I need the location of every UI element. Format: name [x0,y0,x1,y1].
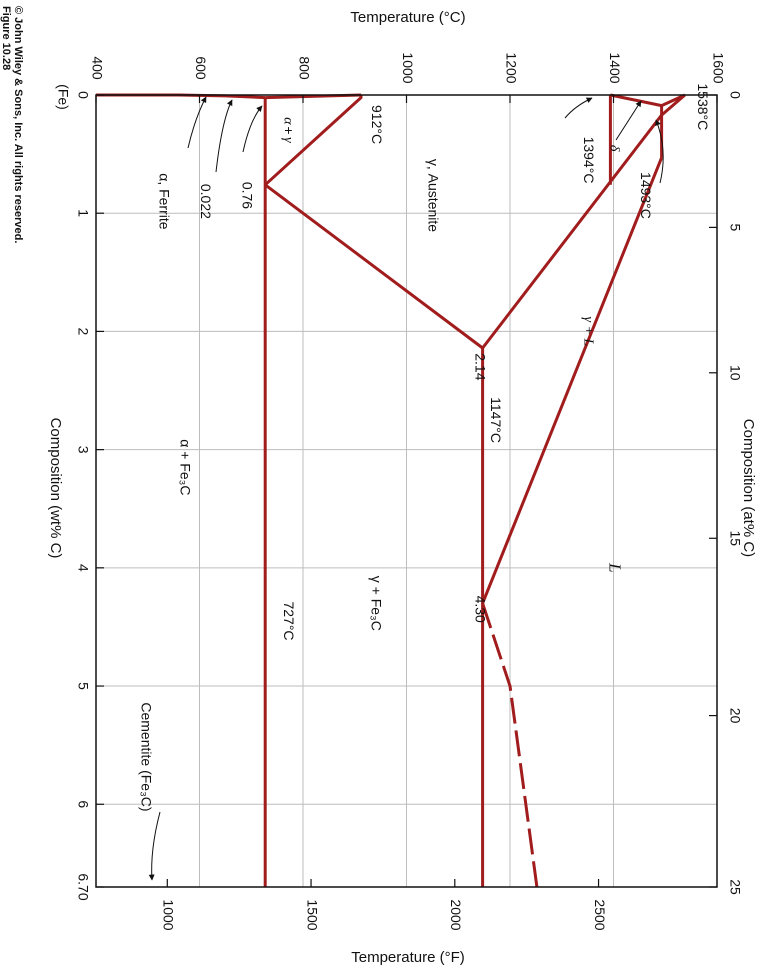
at-tick-label: 25 [727,879,743,895]
annotation-gamma: γ [280,137,295,143]
annotation-gammaFe3C: γ + Fe₃C [369,576,385,631]
wt-axis-title: Composition (wt% C) [47,418,64,559]
leader-076 [242,105,263,153]
annotation-alphaFe3C: α + Fe₃C [177,439,193,495]
celsius-tick-label: 1600 [710,52,726,83]
annotation-cementite: Cementite (Fe₃C) [138,702,154,811]
leader-delta [615,100,642,141]
copyright-notice: © John Wiley & Sons, Inc. All rights res… [12,6,24,244]
fahrenheit-tick-label: 1000 [161,899,177,930]
axis-ticks [95,94,718,888]
annotation-gammaL: γ + L [580,317,595,347]
annotation-t727: 727°C [281,601,297,640]
at-tick-label: 10 [727,365,743,381]
annotation-alpha: α [280,117,295,125]
annotation-plus: + [281,126,297,134]
at-tick-label: 0 [727,91,743,99]
fahrenheit-tick-label: 1500 [304,899,320,930]
celsius-axis-title: Temperature (°C) [350,9,465,26]
fahrenheit-axis-title: Temperature (°F) [351,949,465,966]
at-axis-title: Composition (at% C) [740,419,757,557]
wt-tick-label: 3 [75,446,91,454]
leader-0022 [215,99,233,173]
leader-arrows [148,96,664,881]
annotation-t912: 912°C [369,105,385,144]
at-tick-label: 20 [727,708,743,724]
wt-tick-label: 6 [75,800,91,808]
celsius-tick-label: 1000 [400,52,416,83]
annotation-c430: 4.30 [472,596,488,623]
annotation-L: L [606,562,625,572]
annotation-t1147: 1147°C [488,397,504,443]
annotation-t1394: 1394°C [581,137,597,184]
annotation-delta: δ [606,145,621,152]
annotations: 1538°C 1493°C 1394°C δ 912°C γ, Austenite γ + … [138,83,710,811]
wt-tick-label: 1 [75,209,91,217]
annotation-c076: 0.76 [239,182,255,209]
annotation-c0022: 0.022 [198,184,214,219]
phase-boundary-line [264,183,484,350]
wt-tick-label: 4 [75,564,91,572]
leader-1394 [564,97,593,119]
at-tick-label: 15 [727,530,743,546]
axis-labels: 0 1 2 3 4 5 6 6.70 (Fe) 400 600 800 1000 1200 1400 1600… [47,9,757,966]
phase-boundary-line [481,114,663,349]
celsius-tick-label: 1400 [607,52,623,83]
fahrenheit-tick-label: 2500 [592,899,608,930]
celsius-tick-label: 1200 [503,52,519,83]
phase-boundary-line [610,93,662,108]
celsius-tick-label: 400 [89,56,105,80]
leader-cementite [148,811,161,881]
annotation-austenite: γ, Austenite [426,159,442,232]
grid-lines [96,95,717,887]
phase-boundary-line [660,93,686,158]
phase-boundary-line [481,157,663,604]
leader-ferrite [187,96,207,149]
annotation-t1493: 1493°C [638,172,654,219]
fahrenheit-tick-label: 2000 [448,899,464,930]
annotation-ferrite: α, Ferrite [157,173,173,230]
figure-number: Figure 10.28 [0,6,12,71]
phase-boundary-line [660,93,686,117]
phase-boundary-line [481,602,539,888]
annotation-c214: 2.14 [472,353,488,380]
wt-tick-label: 6.70 [75,873,91,900]
celsius-tick-label: 600 [193,56,209,80]
wt-tick-label: 0 [75,91,91,99]
annotation-t1538: 1538°C [695,83,711,130]
leader-1493 [655,119,664,184]
wt-tick-label: 2 [75,328,91,336]
wt-tick-label: 5 [75,682,91,690]
celsius-tick-label: 800 [296,56,312,80]
fe-note: (Fe) [55,84,71,110]
at-tick-label: 5 [727,223,743,231]
